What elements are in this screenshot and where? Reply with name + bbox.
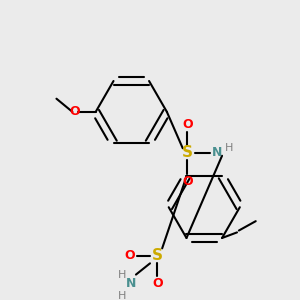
Text: N: N	[212, 146, 223, 160]
Text: H: H	[118, 291, 126, 300]
Text: O: O	[124, 249, 135, 262]
Text: O: O	[70, 105, 80, 118]
Text: N: N	[126, 278, 136, 290]
Text: O: O	[182, 175, 193, 188]
Text: S: S	[182, 146, 193, 160]
Text: S: S	[152, 248, 163, 263]
Text: O: O	[182, 118, 193, 131]
Text: O: O	[152, 278, 163, 290]
Text: H: H	[224, 143, 233, 153]
Text: H: H	[118, 270, 126, 280]
